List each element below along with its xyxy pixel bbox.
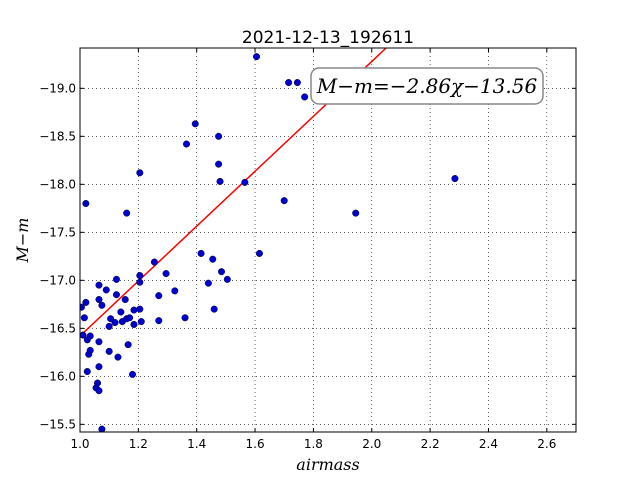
x-tick-label: 1.6 bbox=[246, 437, 265, 451]
data-point bbox=[86, 346, 94, 354]
data-point bbox=[98, 301, 106, 309]
data-point bbox=[181, 314, 189, 322]
data-point bbox=[451, 175, 459, 183]
data-point bbox=[102, 286, 110, 294]
data-point bbox=[83, 368, 91, 376]
data-point bbox=[82, 200, 90, 208]
data-point bbox=[112, 275, 120, 283]
data-point bbox=[82, 298, 90, 306]
data-point bbox=[191, 120, 199, 128]
data-point bbox=[123, 209, 131, 217]
data-point bbox=[86, 332, 94, 340]
data-point bbox=[197, 249, 205, 257]
y-tick-label: −15.5 bbox=[39, 417, 76, 431]
data-point bbox=[215, 132, 223, 140]
grid-lines bbox=[79, 48, 576, 432]
data-point bbox=[223, 275, 231, 283]
x-tick-label: 2.4 bbox=[479, 437, 498, 451]
data-point bbox=[137, 318, 145, 326]
plot-frame bbox=[79, 47, 577, 433]
y-tick-label: −16.0 bbox=[39, 369, 76, 383]
data-point bbox=[352, 209, 360, 217]
data-point bbox=[285, 79, 293, 87]
x-tick-label: 1.4 bbox=[187, 437, 206, 451]
data-point bbox=[80, 331, 87, 339]
data-point bbox=[155, 292, 163, 300]
data-point bbox=[129, 370, 137, 378]
data-point bbox=[155, 317, 163, 325]
data-point bbox=[280, 197, 288, 205]
data-point bbox=[136, 278, 144, 286]
y-tick-label: −19.0 bbox=[39, 81, 76, 95]
x-tick-label: 2.2 bbox=[421, 437, 440, 451]
y-tick-label: −16.5 bbox=[39, 321, 76, 335]
data-point bbox=[95, 387, 103, 395]
x-tick-label: 1.0 bbox=[70, 437, 89, 451]
data-point bbox=[94, 379, 102, 387]
data-point bbox=[301, 93, 309, 101]
data-point bbox=[117, 308, 125, 316]
data-point bbox=[253, 53, 261, 61]
data-point bbox=[171, 287, 179, 295]
data-point bbox=[130, 306, 138, 314]
data-point bbox=[182, 140, 190, 148]
data-point bbox=[121, 296, 129, 304]
data-point bbox=[95, 281, 103, 289]
data-point bbox=[204, 279, 212, 287]
data-point bbox=[95, 338, 103, 346]
x-tick-label: 1.2 bbox=[129, 437, 148, 451]
data-point bbox=[293, 79, 301, 87]
data-point bbox=[98, 425, 106, 432]
y-tick-label: −17.0 bbox=[39, 273, 76, 287]
data-point bbox=[95, 296, 103, 304]
data-point bbox=[80, 303, 85, 311]
data-point bbox=[126, 314, 134, 322]
data-point bbox=[218, 268, 226, 276]
data-point bbox=[105, 322, 113, 330]
data-point bbox=[112, 291, 120, 299]
data-point bbox=[210, 305, 218, 313]
y-tick-label: −18.0 bbox=[39, 177, 76, 191]
data-point bbox=[150, 258, 158, 266]
fit-equation: M−m=−2.86χ−13.56 bbox=[316, 74, 538, 98]
data-point bbox=[162, 270, 170, 278]
data-point bbox=[124, 341, 132, 349]
data-point bbox=[136, 169, 144, 177]
data-point bbox=[107, 315, 115, 323]
data-point bbox=[80, 314, 88, 322]
chart-title: 2021-12-13_192611 bbox=[242, 28, 414, 48]
data-point bbox=[95, 363, 103, 371]
x-axis-label: airmass bbox=[296, 455, 359, 474]
data-points bbox=[80, 53, 459, 432]
data-point bbox=[114, 353, 122, 361]
x-tick-label: 2.6 bbox=[537, 437, 556, 451]
data-point bbox=[136, 305, 144, 313]
x-tick-label: 2.0 bbox=[362, 437, 381, 451]
data-point bbox=[130, 320, 138, 328]
data-point bbox=[209, 255, 217, 263]
fit-equation-frame bbox=[310, 67, 544, 105]
data-point bbox=[241, 178, 249, 186]
x-tick-label: 1.8 bbox=[304, 437, 323, 451]
data-point bbox=[215, 160, 223, 168]
data-point bbox=[255, 249, 263, 257]
data-point bbox=[136, 272, 144, 280]
y-tick-label: −17.5 bbox=[39, 225, 76, 239]
y-tick-label: −18.5 bbox=[39, 129, 76, 143]
data-point bbox=[105, 347, 113, 355]
y-axis-label: M−m bbox=[13, 218, 32, 264]
fit-equation-box: M−m=−2.86χ−13.56 bbox=[310, 67, 544, 105]
data-point bbox=[216, 177, 224, 185]
axis-ticks: 1.0 1.2 1.4 1.6 1.8 2.0 2.2 2.4 2.6 −15.5 −16.0 −16… bbox=[39, 48, 576, 451]
plot-area bbox=[80, 48, 576, 432]
